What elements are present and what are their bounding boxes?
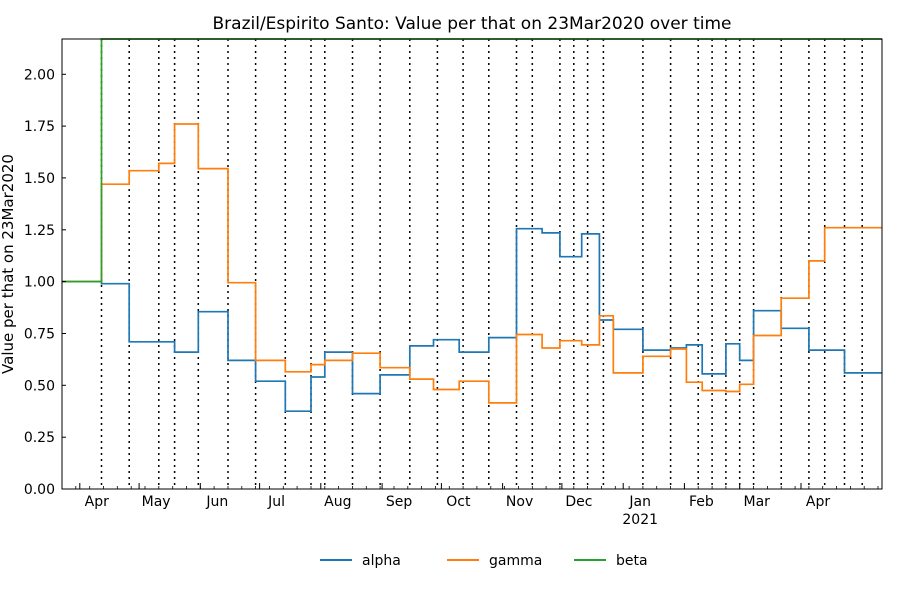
x-tick-label: Sep [386, 494, 413, 510]
series-line-alpha [62, 227, 882, 413]
legend: alpha gamma beta [320, 553, 648, 569]
x-tick-label: Feb [689, 494, 714, 510]
legend-label-alpha: alpha [362, 553, 401, 569]
series-line-beta [62, 38, 882, 283]
y-tick-label: 1.50 [24, 171, 55, 187]
y-tick-label: 2.00 [24, 67, 55, 83]
y-tick-label: 1.75 [24, 119, 55, 135]
legend-label-gamma: gamma [489, 553, 542, 569]
legend-label-beta: beta [616, 553, 648, 569]
y-tick-label: 0.75 [24, 327, 55, 343]
y-tick-label: 0.25 [24, 430, 55, 446]
x-tick-label: Aug [324, 494, 351, 510]
series-lines [62, 38, 882, 413]
y-tick-label: 0.00 [24, 482, 55, 498]
series-line-gamma [62, 123, 882, 404]
x-axis: Apr May Jun Jul Aug Sep Oct Nov Dec Jan 2021 Feb Mar… [61, 483, 879, 528]
x-tick-label: Oct [446, 494, 471, 510]
x-tick-label: Apr [85, 494, 109, 510]
chart-title: Brazil/Espirito Santo: Value per that on… [213, 14, 732, 34]
x-tick-label: Apr [806, 494, 830, 510]
x-tick-label: May [142, 494, 171, 510]
y-tick-label: 1.00 [24, 275, 55, 291]
y-axis-label: Value per that on 23Mar2020 [0, 154, 17, 374]
plot-area-frame [61, 38, 883, 490]
reference-vlines [100, 39, 863, 489]
x-tick-label: Jan [628, 494, 651, 510]
x-tick-label: Jul [267, 494, 285, 510]
x-tick-sublabel: 2021 [622, 512, 658, 528]
y-tick-label: 1.25 [24, 223, 55, 239]
x-tick-label: Mar [743, 494, 770, 510]
y-axis: 0.00 0.25 0.50 0.75 1.00 1.25 1.50 1.75 2.00 [24, 67, 66, 498]
x-tick-label: Nov [506, 494, 533, 510]
x-tick-label: Dec [565, 494, 592, 510]
x-tick-label: Jun [205, 494, 228, 510]
y-tick-label: 0.50 [24, 378, 55, 394]
